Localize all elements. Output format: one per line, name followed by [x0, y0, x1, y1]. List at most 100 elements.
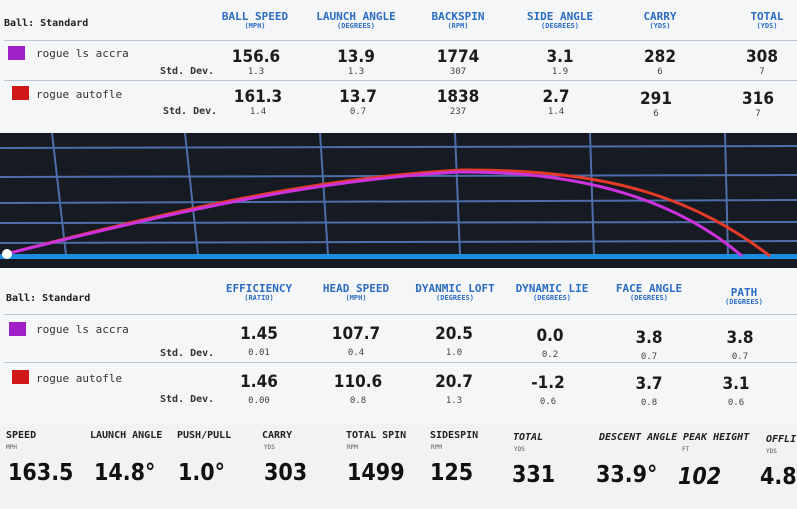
carry-value: 282 — [644, 47, 676, 67]
metric-value-peak-height: 102 — [678, 464, 722, 490]
metric-value-speed: 163.5 — [8, 460, 74, 486]
ball-speed-value: 161.3 — [233, 87, 283, 107]
metric-label-speed: SPEED — [6, 430, 37, 441]
efficiency-value: 1.45 — [240, 324, 278, 344]
metric-label-carry: CARRY — [262, 430, 293, 441]
header-head-speed: HEAD SPEED (MPH) — [322, 282, 390, 302]
launch-angle-value: 13.9 — [337, 47, 375, 67]
shot-metrics-strip: SPEED MPH 163.5 LAUNCH ANGLE 14.8° PUSH/… — [0, 424, 797, 509]
total-value: 308 — [746, 47, 778, 67]
player-color-swatch — [8, 46, 25, 60]
side-angle-value: 2.7 — [542, 87, 570, 107]
face-angle-value: 3.7 — [635, 374, 663, 394]
side-angle-std: 1.4 — [547, 107, 565, 117]
total-std: 7 — [755, 109, 761, 119]
std-dev-label: Std. Dev. — [163, 106, 218, 117]
metric-label-total: TOTAL — [513, 432, 544, 443]
grid-line — [0, 221, 797, 224]
metric-value-carry: 303 — [264, 460, 308, 486]
backspin-std: 307 — [449, 67, 467, 77]
backspin-std: 237 — [449, 107, 467, 117]
header-efficiency: EFFICIENCY (RATIO) — [225, 282, 293, 302]
header-carry: CARRY (YDS) — [643, 10, 677, 30]
row-divider — [4, 314, 797, 315]
side-angle-std: 1.9 — [551, 67, 569, 77]
std-dev-label: Std. Dev. — [160, 394, 215, 405]
metric-label-peak-height: PEAK HEIGHT — [683, 432, 750, 443]
header-dynamic-loft: DYANMIC LOFT (DEGREES) — [415, 282, 495, 302]
ground-line — [0, 254, 797, 259]
metric-unit-total: YDS — [514, 446, 525, 453]
trajectory-view — [0, 132, 797, 268]
player-color-swatch — [12, 86, 29, 100]
ball-type-label: Ball: Standard — [6, 293, 91, 304]
carry-value: 291 — [640, 89, 672, 109]
metric-label-launch-angle: LAUNCH ANGLE — [90, 430, 163, 441]
grid-line — [184, 132, 199, 256]
backspin-value: 1774 — [436, 47, 480, 67]
grid-line — [0, 145, 797, 149]
efficiency-std: 0.00 — [248, 396, 270, 406]
metric-unit-carry: YDS — [264, 444, 275, 451]
metric-label-push-pull: PUSH/PULL — [177, 430, 232, 441]
metric-label-sidespin: SIDESPIN — [430, 430, 479, 441]
header-side-angle: SIDE ANGLE (DEGREES) — [526, 10, 594, 30]
total-value: 316 — [742, 89, 774, 109]
club-data-panel: Ball: Standard EFFICIENCY (RATIO) HEAD SP… — [0, 268, 797, 424]
metric-value-offline: 4.8 — [760, 464, 797, 490]
tee-marker — [2, 249, 12, 259]
dynamic-loft-std: 1.3 — [445, 396, 463, 406]
ball-speed-std: 1.3 — [247, 67, 265, 77]
carry-std: 6 — [657, 67, 663, 77]
metric-value-total: 331 — [512, 462, 556, 488]
metric-unit-peak-height: FT — [682, 446, 690, 453]
metric-value-push-pull: 1.0° — [178, 460, 225, 486]
header-ball-speed: BALL SPEED (MPH) — [221, 10, 289, 30]
grid-line — [0, 240, 797, 244]
dynamic-loft-std: 1.0 — [445, 348, 463, 358]
path-std: 0.7 — [731, 352, 749, 362]
grid-line — [319, 132, 329, 256]
efficiency-value: 1.46 — [240, 372, 278, 392]
launch-angle-std: 1.3 — [347, 67, 365, 77]
dynamic-lie-value: 0.0 — [536, 326, 564, 346]
head-speed-value: 107.7 — [331, 324, 381, 344]
player-name: rogue ls accra — [36, 323, 129, 336]
path-std: 0.6 — [727, 398, 745, 408]
metric-value-total-spin: 1499 — [347, 460, 405, 486]
launch-angle-value: 13.7 — [339, 87, 377, 107]
head-speed-std: 0.8 — [349, 396, 367, 406]
player-color-swatch — [9, 322, 26, 336]
metric-label-total-spin: TOTAL SPIN — [346, 430, 407, 441]
head-speed-value: 110.6 — [333, 372, 383, 392]
ball-speed-value: 156.6 — [231, 47, 281, 67]
header-total: TOTAL (YDS) — [750, 10, 784, 30]
std-dev-label: Std. Dev. — [160, 66, 215, 77]
dynamic-lie-std: 0.6 — [539, 397, 557, 407]
path-value: 3.8 — [726, 328, 754, 348]
head-speed-std: 0.4 — [347, 348, 365, 358]
metric-unit-speed: MPH — [6, 444, 17, 451]
dynamic-lie-value: -1.2 — [531, 373, 565, 393]
grid-line — [724, 132, 729, 256]
metric-value-sidespin: 125 — [430, 460, 474, 486]
dynamic-loft-value: 20.5 — [435, 324, 473, 344]
player-name: rogue autofle — [36, 88, 123, 101]
player-name: rogue autofle — [36, 372, 123, 385]
grid-line — [51, 132, 67, 256]
header-path: PATH (DEGREES) — [725, 286, 763, 306]
face-angle-value: 3.8 — [635, 328, 663, 348]
header-face-angle: FACE ANGLE (DEGREES) — [615, 282, 683, 302]
row-divider — [4, 40, 797, 41]
face-angle-std: 0.8 — [640, 398, 658, 408]
header-launch-angle: LAUNCH ANGLE (DEGREES) — [316, 10, 396, 30]
metric-unit-sidespin: RPM — [431, 444, 442, 451]
backspin-value: 1838 — [436, 87, 480, 107]
path-value: 3.1 — [722, 374, 750, 394]
trajectory-accra — [5, 170, 743, 258]
metric-label-offline: OFFLI — [766, 434, 797, 445]
metric-unit-offline: YDS — [766, 448, 777, 455]
player-color-swatch — [12, 370, 29, 384]
side-angle-value: 3.1 — [546, 47, 574, 67]
grid-line — [454, 132, 461, 256]
